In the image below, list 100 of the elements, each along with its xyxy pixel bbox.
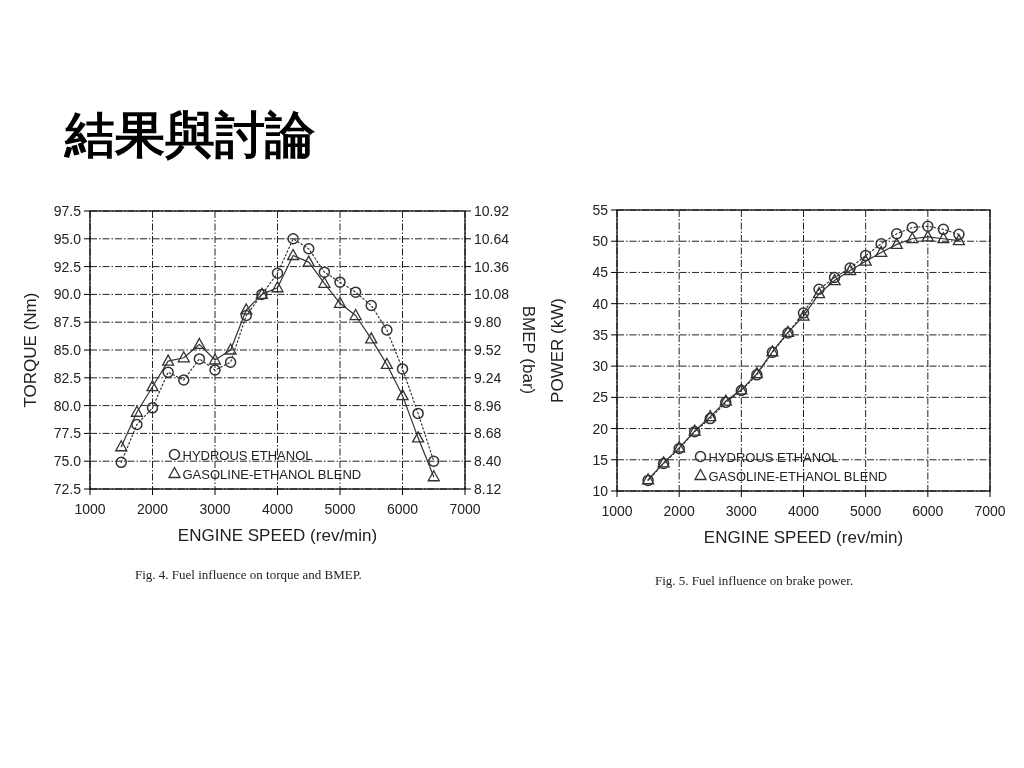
y-tick-label: 90.0 [53,286,82,303]
y-tick-label: 40 [592,295,609,312]
y2-tick-label: 8.40 [474,453,502,470]
x-tick-label: 6000 [912,503,944,519]
point [130,405,144,417]
point [177,351,190,363]
x-tick-label: 1000 [601,503,633,519]
y-tick-label: 75.0 [53,453,82,470]
y-tick-label: 50 [592,233,609,250]
legend-label: GASOLINE-ETHANOL BLEND [708,468,888,484]
point [146,380,159,392]
x-tick-label: 3000 [199,501,231,517]
point [365,332,378,344]
y-tick-label: 95.0 [53,230,82,247]
y-tick-label: 80.0 [53,397,82,414]
point [813,283,825,296]
point [890,237,903,249]
point [224,356,237,368]
point [921,230,934,242]
point [115,456,127,469]
point [318,266,331,278]
y2-tick-label: 10.36 [474,258,510,275]
point [349,308,362,321]
point [131,418,143,431]
y2-tick-label: 9.80 [474,314,502,331]
y-tick-label: 72.5 [53,481,82,497]
x-axis-title: ENGINE SPEED (rev/min) [177,526,378,545]
point [380,357,394,370]
point [427,470,440,482]
x-tick-label: 7000 [974,503,1006,519]
point [115,440,128,452]
text: 結果與討論 [63,105,316,164]
point [240,303,253,315]
y2-tick-label: 8.12 [474,481,502,497]
point [302,255,315,267]
point [286,248,300,261]
y-tick-label: 85.0 [53,342,82,358]
y-axis-title: POWER (kW) [548,298,567,403]
x-tick-label: 2000 [136,501,169,517]
y-tick-label: 10 [592,483,609,499]
point [859,249,872,262]
legend-label: HYDROUS ETHANOL [182,447,313,463]
point [178,374,190,386]
y2-axis-title: BMEP (bar) [519,305,538,395]
point [287,233,299,245]
y-tick-label: 15 [592,451,609,468]
x-tick-label: 5000 [324,501,356,517]
y-tick-label: 82.5 [53,369,82,386]
point [193,337,206,350]
y2-tick-label: 8.96 [474,397,502,414]
point [334,276,346,288]
legend-label: GASOLINE-ETHANOL BLEND [182,466,362,482]
x-tick-label: 7000 [449,501,481,517]
y-tick-label: 87.5 [53,314,82,331]
y-tick-label: 30 [592,358,609,375]
point [240,309,252,322]
point [271,281,284,293]
point [411,431,425,443]
point [906,232,919,244]
point [209,364,221,376]
point [224,343,237,355]
point [906,221,919,234]
point [952,233,966,246]
x-tick-label: 1000 [74,501,106,517]
point [922,220,934,232]
y2-tick-label: 10.08 [474,286,510,303]
point [349,286,362,298]
point [859,254,872,266]
point [412,407,424,420]
point [396,363,409,375]
point [303,243,315,255]
point [381,324,393,336]
point [953,228,965,241]
x-tick-label: 2000 [663,503,695,519]
point [812,287,826,299]
point [875,237,887,250]
point [193,353,206,365]
point [365,299,377,312]
point [333,296,347,308]
point [937,223,950,236]
point [271,267,284,280]
y-tick-label: 92.5 [53,258,82,275]
x-tick-label: 6000 [386,501,419,517]
x-tick-label: 3000 [725,503,758,519]
y2-tick-label: 8.68 [474,425,502,442]
point [161,354,175,366]
y2-tick-label: 10.64 [474,230,510,247]
y-tick-label: 77.5 [53,425,82,442]
point [208,353,222,365]
y-tick-label: 20 [592,420,609,437]
point [318,276,331,288]
y-tick-label: 97.5 [53,203,82,219]
point [937,232,950,244]
caption: Fig. 4. Fuel influence on torque and BMEP. [135,567,362,582]
caption: Fig. 5. Fuel influence on brake power. [655,573,854,588]
y2-tick-label: 9.24 [474,369,502,386]
point [146,402,159,414]
point [891,227,903,240]
y-tick-label: 25 [592,389,609,406]
y2-tick-label: 9.52 [474,342,502,358]
